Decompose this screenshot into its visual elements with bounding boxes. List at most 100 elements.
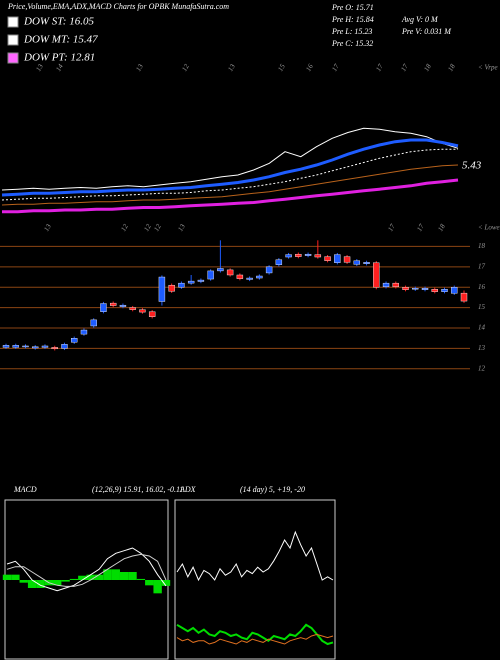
candle-body xyxy=(285,254,292,258)
date-label: 18 xyxy=(446,62,457,72)
series-line xyxy=(176,623,334,646)
corner-label: < Vrpe xyxy=(478,64,498,72)
histogram-bar xyxy=(128,572,137,580)
panel-subtitle: (12,26,9) 15.91, 16.02, -0.11 xyxy=(92,485,183,494)
candle-body xyxy=(217,268,224,272)
histogram-bar xyxy=(19,580,28,583)
candle-body xyxy=(168,284,175,292)
y-tick-label: 14 xyxy=(478,324,486,332)
candle-body xyxy=(178,282,185,288)
candle-body xyxy=(41,345,49,348)
candle-body xyxy=(197,279,205,282)
candle-body xyxy=(22,345,29,348)
candle-body xyxy=(246,277,253,280)
legend-label: DOW PT: 12.81 xyxy=(23,52,95,64)
quote: Pre V: 0.031 M xyxy=(401,27,452,36)
histogram-bar xyxy=(11,574,20,580)
legend-swatch xyxy=(7,52,19,64)
date-label: 12 xyxy=(119,222,130,232)
y-tick-label: 15 xyxy=(478,303,486,311)
series-line xyxy=(176,633,334,645)
date-label: 13 xyxy=(176,222,187,232)
date-label: 18 xyxy=(422,62,433,72)
y-tick-label: 18 xyxy=(478,242,486,250)
date-label: 13 xyxy=(34,62,45,72)
series-line xyxy=(6,547,167,592)
candle-body xyxy=(373,262,380,288)
histogram-bar xyxy=(69,578,79,580)
date-label: 17 xyxy=(374,62,385,72)
candle-body xyxy=(324,256,331,261)
date-label: 17 xyxy=(330,62,341,72)
histogram-bar xyxy=(161,580,171,586)
date-label: 13 xyxy=(134,62,145,72)
candle-body xyxy=(158,276,166,302)
quote: Pre C: 15.32 xyxy=(331,39,373,48)
panel-subtitle: (14 day) 5, +19, -20 xyxy=(240,485,305,494)
quote: Pre L: 15.23 xyxy=(331,27,372,36)
date-label: 14 xyxy=(54,62,65,72)
series-line xyxy=(176,530,334,582)
candle-body xyxy=(71,338,78,343)
candle-body xyxy=(187,280,195,284)
y-tick-label: 17 xyxy=(478,262,486,270)
candle-body xyxy=(32,346,39,349)
series-line xyxy=(1,127,459,191)
date-label: 12 xyxy=(180,62,191,72)
date-label: 17 xyxy=(415,222,426,232)
candle-body xyxy=(421,288,429,290)
annotation: 5.43 xyxy=(462,160,482,172)
histogram-bar xyxy=(111,569,120,580)
series-line xyxy=(1,148,458,201)
histogram-bar xyxy=(153,580,162,594)
candle-body xyxy=(451,287,458,294)
candle-body xyxy=(295,253,302,257)
candle-body xyxy=(275,259,283,265)
candle-body xyxy=(148,311,156,317)
date-label: 15 xyxy=(276,62,287,72)
candle-body xyxy=(334,254,341,263)
candle-body xyxy=(304,253,312,256)
candle-body xyxy=(109,302,117,306)
date-label: 13 xyxy=(226,62,237,72)
series-line xyxy=(1,164,459,206)
histogram-bar xyxy=(136,578,146,580)
candle-body xyxy=(441,289,448,292)
date-label: 18 xyxy=(436,222,447,232)
candle-body xyxy=(363,262,370,264)
candle-body xyxy=(51,347,58,350)
candle-body xyxy=(236,274,244,279)
date-label: 13 xyxy=(42,222,53,232)
histogram-bar xyxy=(36,580,45,588)
histogram-bar xyxy=(86,574,95,580)
candle-body xyxy=(90,319,97,327)
histogram-bar xyxy=(145,580,154,586)
candle-body xyxy=(129,307,136,310)
candle-body xyxy=(256,275,263,279)
panel-title: MACD xyxy=(13,485,37,494)
date-label: 17 xyxy=(399,62,410,72)
candle-body xyxy=(12,345,19,348)
panel-title: ADX xyxy=(179,485,197,494)
quote: Avg V: 0 M xyxy=(401,15,439,24)
panel-frame xyxy=(174,499,336,660)
candle-body xyxy=(460,292,468,302)
candle-body xyxy=(226,269,234,276)
quote: Pre H: 15.84 xyxy=(331,15,374,24)
legend-label: DOW ST: 16.05 xyxy=(23,16,94,28)
date-label: 17 xyxy=(386,222,397,232)
y-tick-label: 16 xyxy=(478,283,486,291)
histogram-bar xyxy=(94,574,104,580)
quote: Pre O: 15.71 xyxy=(331,3,374,12)
candle-body xyxy=(139,309,146,313)
candle-body xyxy=(382,282,390,288)
candle-body xyxy=(61,344,68,349)
page-title: Price,Volume,EMA,ADX,MACD Charts for OPB… xyxy=(7,2,229,11)
histogram-bar xyxy=(2,574,12,580)
date-label: 16 xyxy=(304,62,315,72)
corner-label: < Lower xyxy=(478,224,500,232)
series-line xyxy=(6,553,167,587)
